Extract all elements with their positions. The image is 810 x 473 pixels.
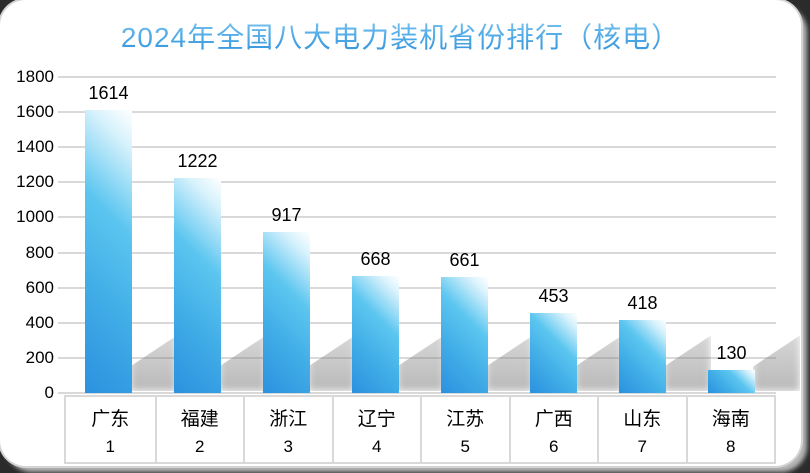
category-label: 广西 bbox=[534, 409, 573, 430]
bar-value-label: 130 bbox=[716, 343, 747, 364]
gridline-1200 bbox=[58, 181, 776, 184]
category-label: 山东 bbox=[623, 409, 662, 430]
gridline-1000 bbox=[58, 216, 776, 219]
y-axis-tick-label: 0 bbox=[44, 383, 54, 402]
bar-海南 bbox=[708, 370, 755, 393]
category-label: 福建 bbox=[180, 409, 219, 430]
gridline-1600 bbox=[58, 111, 776, 114]
category-cell-江苏: 江苏 5 bbox=[420, 397, 509, 462]
category-label: 浙江 bbox=[269, 409, 308, 430]
category-axis-table: 广东 1 福建 2 浙江 3 辽宁 4 江苏 5 广西 6 山东 7 海南 8 bbox=[64, 395, 776, 464]
y-axis-tick-label: 1200 bbox=[16, 172, 54, 192]
bar-广西 bbox=[530, 313, 577, 393]
category-rank-label: 6 bbox=[549, 437, 559, 456]
category-rank-label: 5 bbox=[460, 437, 470, 456]
bar-cast-shadow bbox=[397, 335, 444, 391]
bar-福建 bbox=[174, 178, 221, 393]
chart-card: 2024年全国八大电力装机省份排行（核电） 0 200 400 600 800 1000 1… bbox=[0, 0, 801, 466]
y-axis-tick-label: 800 bbox=[25, 242, 54, 262]
bar-山东 bbox=[619, 319, 666, 393]
y-axis-tick-label: 400 bbox=[25, 312, 54, 332]
bar-value-label: 668 bbox=[360, 248, 391, 269]
category-label: 江苏 bbox=[446, 409, 485, 430]
category-cell-广西: 广西 6 bbox=[508, 397, 598, 462]
category-rank-label: 7 bbox=[637, 437, 647, 456]
gridline-0 bbox=[58, 392, 776, 394]
gridline-1400 bbox=[58, 146, 776, 149]
bar-cast-shadow bbox=[486, 335, 533, 391]
category-cell-山东: 山东 7 bbox=[597, 397, 686, 462]
y-axis-tick-label: 1000 bbox=[16, 207, 54, 227]
gridline-800 bbox=[58, 251, 776, 254]
category-cell-海南: 海南 8 bbox=[685, 397, 775, 462]
category-cell-福建: 福建 2 bbox=[154, 397, 244, 462]
bar-value-label: 661 bbox=[449, 249, 480, 270]
bar-value-label: 917 bbox=[271, 205, 302, 225]
category-label: 海南 bbox=[711, 409, 750, 430]
bar-cast-shadow bbox=[219, 335, 266, 391]
category-rank-label: 1 bbox=[105, 437, 115, 456]
category-label: 广东 bbox=[91, 409, 130, 430]
gridline-600 bbox=[58, 286, 776, 289]
bar-value-label: 418 bbox=[627, 292, 658, 313]
category-cell-辽宁: 辽宁 4 bbox=[331, 397, 421, 462]
bar-value-label: 1614 bbox=[88, 82, 129, 103]
category-rank-label: 8 bbox=[726, 437, 736, 456]
bar-江苏 bbox=[441, 276, 488, 393]
bar-cast-shadow bbox=[130, 335, 177, 391]
y-axis-tick-label: 600 bbox=[25, 277, 54, 297]
bar-cast-shadow bbox=[308, 335, 355, 391]
bar-value-label: 1222 bbox=[177, 151, 218, 172]
category-rank-label: 2 bbox=[195, 437, 205, 456]
y-axis-tick-label: 1400 bbox=[16, 137, 54, 157]
gridline-1800 bbox=[58, 76, 776, 78]
category-rank-label: 4 bbox=[372, 437, 382, 456]
bar-辽宁 bbox=[352, 275, 399, 393]
gridline-400 bbox=[58, 321, 776, 324]
bar-value-label: 453 bbox=[538, 286, 569, 307]
category-cell-广东: 广东 1 bbox=[66, 397, 155, 462]
bar-浙江 bbox=[263, 232, 310, 393]
chart-title: 2024年全国八大电力装机省份排行（核电） bbox=[0, 16, 801, 56]
category-cell-浙江: 浙江 3 bbox=[243, 397, 332, 462]
category-label: 辽宁 bbox=[357, 409, 396, 430]
bar-cast-shadow bbox=[575, 335, 622, 391]
y-axis-tick-label: 1800 bbox=[16, 67, 54, 86]
category-rank-label: 3 bbox=[283, 437, 293, 456]
y-axis-tick-label: 200 bbox=[25, 347, 54, 367]
bar-广东 bbox=[85, 109, 132, 393]
y-axis-tick-label: 1600 bbox=[16, 102, 54, 122]
